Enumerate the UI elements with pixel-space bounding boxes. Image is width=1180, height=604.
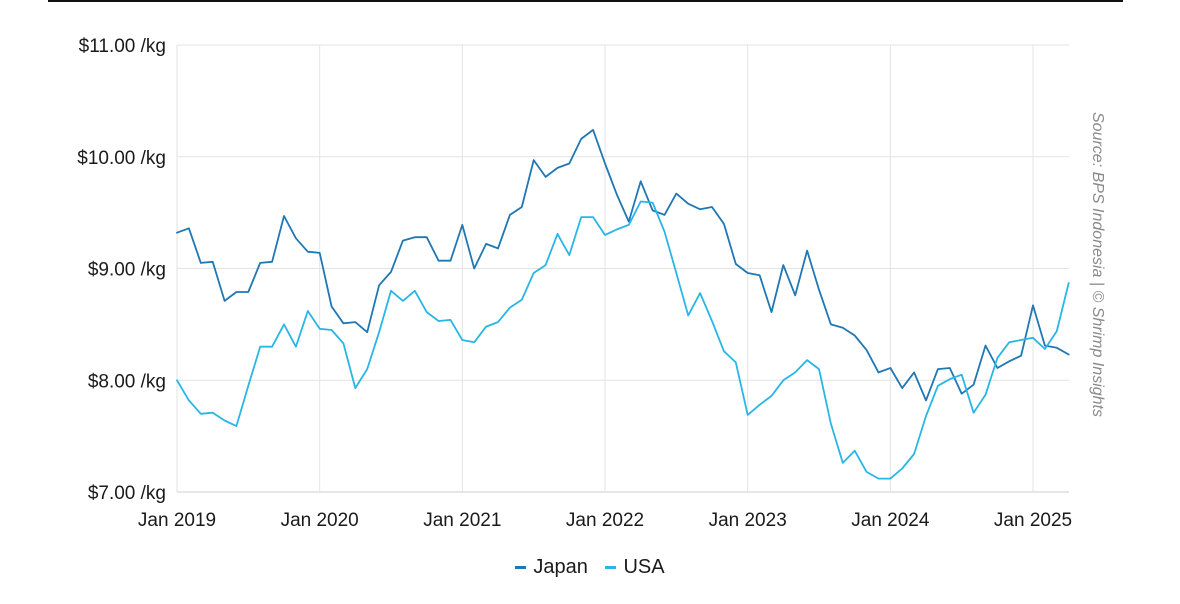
x-tick-label: Jan 2019 bbox=[138, 510, 216, 531]
x-tick-label: Jan 2024 bbox=[851, 510, 930, 531]
legend-swatch-usa bbox=[605, 566, 617, 569]
x-tick-label: Jan 2022 bbox=[566, 510, 644, 531]
y-tick-label: $7.00 /kg bbox=[88, 483, 166, 504]
x-tick-label: Jan 2025 bbox=[994, 510, 1072, 531]
y-tick-label: $10.00 /kg bbox=[77, 148, 166, 169]
x-axis: Jan 2019 Jan 2020 Jan 2021 Jan 2022 Jan 2023… bbox=[138, 510, 1072, 531]
source-annotation: Source: BPS Indonesia | © Shrimp Insight… bbox=[1089, 112, 1106, 417]
legend-item-usa[interactable]: USA bbox=[605, 556, 665, 579]
legend-swatch-japan bbox=[515, 566, 527, 569]
x-tick-label: Jan 2020 bbox=[281, 510, 359, 531]
legend-label-usa: USA bbox=[623, 556, 665, 578]
y-tick-label: $9.00 /kg bbox=[88, 260, 166, 281]
grid-layer bbox=[176, 44, 1069, 493]
legend-item-japan[interactable]: Japan bbox=[515, 556, 588, 579]
legend: Japan USA bbox=[0, 552, 1180, 579]
legend-label-japan: Japan bbox=[533, 556, 588, 578]
top-rule bbox=[48, 0, 1123, 2]
series-line-japan[interactable] bbox=[176, 128, 1070, 402]
x-tick-label: Jan 2021 bbox=[423, 510, 501, 531]
series-layer bbox=[176, 128, 1070, 480]
y-tick-label: $11.00 /kg bbox=[79, 36, 166, 57]
series-line-usa[interactable] bbox=[176, 200, 1070, 480]
x-tick-label: Jan 2023 bbox=[709, 510, 787, 531]
y-tick-label: $8.00 /kg bbox=[88, 371, 166, 392]
y-axis: $7.00 /kg $8.00 /kg $9.00 /kg $10.00 /kg $11… bbox=[77, 36, 166, 504]
